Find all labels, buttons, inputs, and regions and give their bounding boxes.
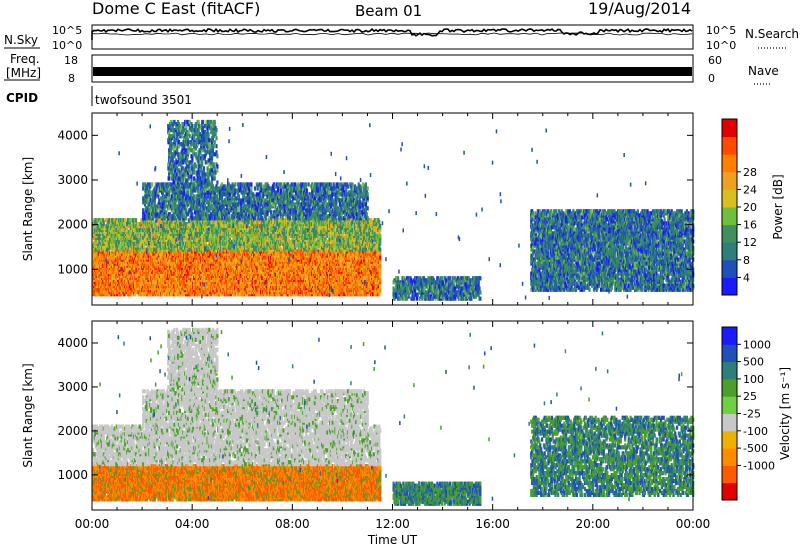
station-title: Dome C East (fitACF) — [92, 0, 260, 18]
rti-figure: Dome C East (fitACF) Beam 01 19/Aug/2014… — [0, 0, 800, 554]
nsky-tick-bottom: 10^0 — [52, 39, 82, 52]
nave-tick-bottom: 0 — [708, 72, 715, 85]
beam-title: Beam 01 — [355, 2, 422, 20]
power-panel-echoes — [92, 120, 694, 301]
cpid-label: CPID — [6, 91, 38, 105]
nave-label: Nave — [748, 64, 779, 78]
freq-band — [93, 67, 692, 76]
nave-tick-top: 60 — [708, 54, 722, 67]
freq-label-2: [MHz] — [6, 66, 41, 80]
freq-label-1: Freq. — [10, 52, 40, 66]
cpid-value: twofsound 3501 — [95, 93, 192, 107]
date-title: 19/Aug/2014 — [588, 0, 691, 18]
freq-tick-bottom: 8 — [68, 72, 75, 85]
nsky-right-tick-bottom: 10^0 — [706, 39, 736, 52]
nsky-label: N.Sky — [4, 33, 38, 47]
nsearch-trace — [92, 33, 692, 35]
nsky-strip-frame — [92, 25, 693, 49]
freq-tick-top: 18 — [64, 54, 78, 67]
nsky-right-tick-top: 10^5 — [706, 24, 736, 37]
nsky-tick-top: 10^5 — [52, 24, 82, 37]
nsearch-label: N.Search — [745, 27, 799, 41]
